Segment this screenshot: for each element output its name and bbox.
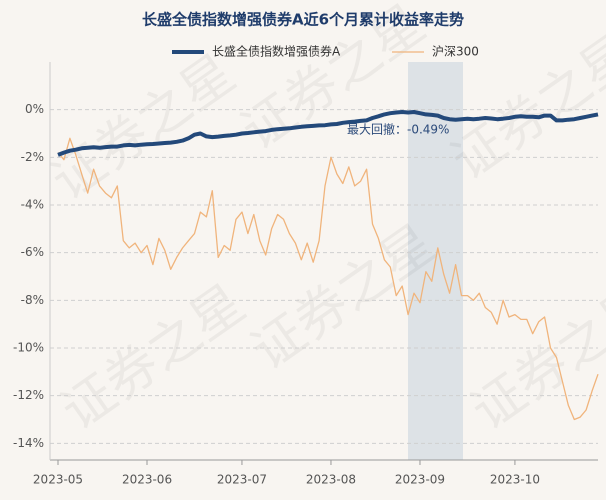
y-tick-label: 0% xyxy=(25,102,44,116)
y-tick-label: -4% xyxy=(21,197,44,211)
series-line xyxy=(57,110,599,157)
y-tick-label: -12% xyxy=(13,388,44,402)
series-line xyxy=(57,137,599,421)
x-tick-label: 2023-06 xyxy=(122,473,172,487)
annotation: 最大回撤：-0.49% xyxy=(347,122,449,137)
watermark: 证券之星 xyxy=(461,274,606,442)
watermark: 证券之星 xyxy=(51,274,256,442)
legend-label: 长盛全债指数增强债券A xyxy=(212,44,341,59)
y-tick-label: -2% xyxy=(21,150,44,164)
legend-label: 沪深300 xyxy=(432,45,479,59)
x-tick-label: 2023-05 xyxy=(33,473,83,487)
chart-title: 长盛全债指数增强债券A近6个月累计收益率走势 xyxy=(142,11,464,29)
watermark: 证券之星 xyxy=(41,44,246,212)
x-tick-label: 2023-07 xyxy=(217,473,267,487)
x-tick-label: 2023-09 xyxy=(395,473,445,487)
y-tick-label: -10% xyxy=(13,340,44,354)
x-tick-label: 2023-10 xyxy=(490,473,540,487)
y-tick-label: -14% xyxy=(13,436,44,450)
y-tick-label: -6% xyxy=(21,245,44,259)
x-tick-label: 2023-08 xyxy=(306,473,356,487)
y-tick-label: -8% xyxy=(21,293,44,307)
